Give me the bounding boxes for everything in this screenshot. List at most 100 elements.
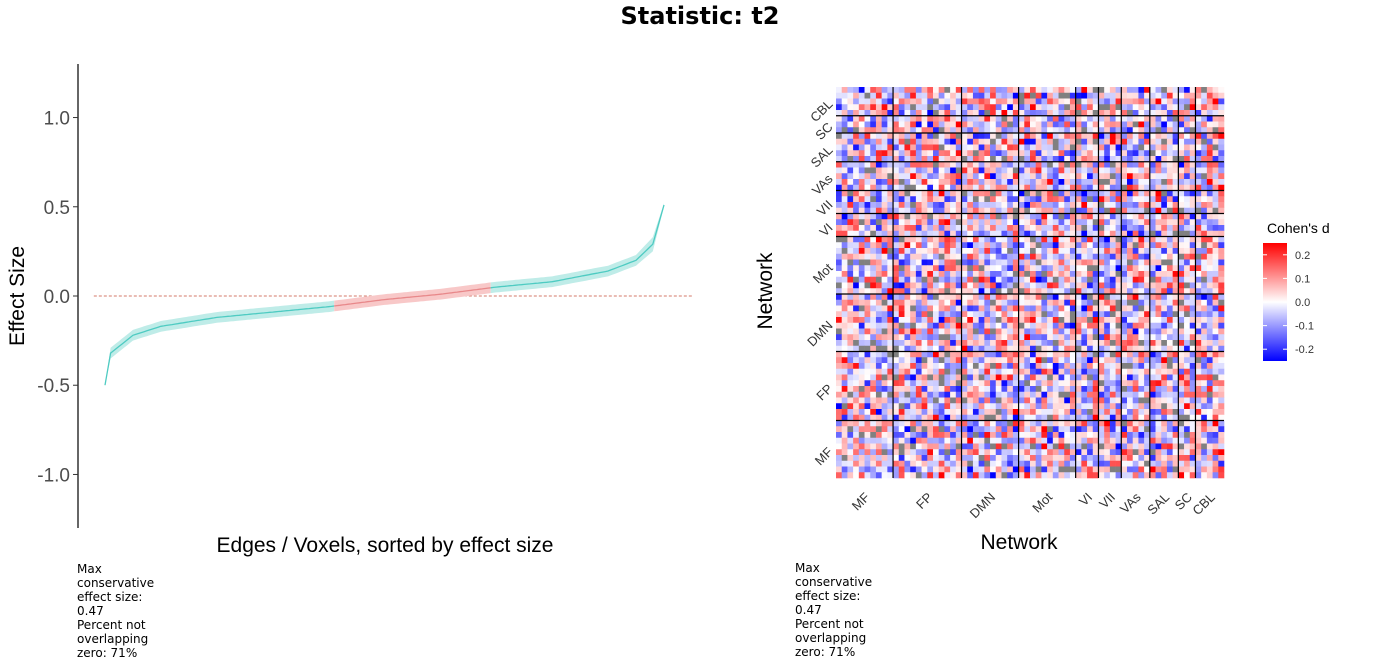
heatmap-cell xyxy=(1127,248,1134,255)
heatmap-cell xyxy=(955,271,962,278)
heatmap-cell xyxy=(921,420,928,427)
heatmap-cell xyxy=(955,87,962,94)
heatmap-cell xyxy=(881,104,888,111)
heatmap-cell xyxy=(1018,282,1025,289)
heatmap-cell xyxy=(1075,92,1082,99)
heatmap-cell xyxy=(1024,179,1031,186)
heatmap-cell xyxy=(1058,460,1065,467)
heatmap-cell xyxy=(870,207,877,214)
heatmap-cell xyxy=(990,248,997,255)
heatmap-cell xyxy=(1149,472,1156,479)
heatmap-cell xyxy=(864,98,871,105)
heatmap-cell xyxy=(955,253,962,260)
heatmap-cell xyxy=(950,328,957,335)
heatmap-cell xyxy=(870,437,877,444)
heatmap-cell xyxy=(1018,253,1025,260)
heatmap-cell xyxy=(898,133,905,140)
heatmap-cell xyxy=(1195,138,1202,145)
heatmap-cell xyxy=(1075,443,1082,450)
heatmap-cell xyxy=(904,426,911,433)
heatmap-cell xyxy=(1069,121,1076,128)
heatmap-cell xyxy=(990,115,997,122)
heatmap-cell xyxy=(1024,472,1031,479)
heatmap-cell xyxy=(1087,98,1094,105)
heatmap-cell xyxy=(893,196,900,203)
heatmap-cell xyxy=(1024,351,1031,358)
heatmap-cell xyxy=(881,156,888,163)
heatmap-cell xyxy=(1212,374,1219,381)
heatmap-cell xyxy=(1087,219,1094,226)
heatmap-cell xyxy=(887,225,894,232)
heatmap-cell xyxy=(1075,190,1082,197)
heatmap-cell xyxy=(944,391,951,398)
heatmap-cell xyxy=(1109,98,1116,105)
heatmap-cell xyxy=(1178,363,1185,370)
heatmap-cell xyxy=(927,282,934,289)
heatmap-cell xyxy=(898,345,905,352)
heatmap-cell xyxy=(915,305,922,312)
heatmap-cell xyxy=(933,437,940,444)
heatmap-cell xyxy=(950,432,957,439)
heatmap-cell xyxy=(1098,219,1105,226)
heatmap-cell xyxy=(1030,230,1037,237)
heatmap-cell xyxy=(1081,357,1088,364)
heatmap-cell xyxy=(898,104,905,111)
heatmap-cell xyxy=(1047,391,1054,398)
heatmap-cell xyxy=(1081,265,1088,272)
heatmap-cell xyxy=(1132,374,1139,381)
heatmap-cell xyxy=(1144,288,1151,295)
heatmap-cell xyxy=(1018,179,1025,186)
heatmap-cell xyxy=(1024,294,1031,301)
heatmap-cell xyxy=(1012,156,1019,163)
heatmap-cell xyxy=(1075,472,1082,479)
heatmap-cell xyxy=(1047,305,1054,312)
heatmap-cell xyxy=(1144,259,1151,266)
heatmap-cell xyxy=(990,87,997,94)
heatmap-cell xyxy=(1098,127,1105,134)
heatmap-cell xyxy=(1087,380,1094,387)
heatmap-cell xyxy=(1201,173,1208,180)
heatmap-cell xyxy=(972,230,979,237)
heatmap-cell xyxy=(915,363,922,370)
heatmap-cell xyxy=(1218,443,1225,450)
heatmap-cell xyxy=(1058,449,1065,456)
heatmap-cell xyxy=(1149,92,1156,99)
heatmap-cell xyxy=(910,288,917,295)
heatmap-cell xyxy=(938,391,945,398)
heatmap-cell xyxy=(1007,380,1014,387)
heatmap-cell xyxy=(847,317,854,324)
heatmap-cell xyxy=(1001,138,1008,145)
heatmap-cell xyxy=(1087,271,1094,278)
heatmap-cell xyxy=(1149,265,1156,272)
heatmap-cell xyxy=(1172,98,1179,105)
heatmap-cell xyxy=(1018,259,1025,266)
heatmap-cell xyxy=(955,455,962,462)
heatmap-cell xyxy=(904,271,911,278)
heatmap-cell xyxy=(984,207,991,214)
heatmap-cell xyxy=(1138,420,1145,427)
heatmap-cell xyxy=(1075,288,1082,295)
heatmap-cell xyxy=(1007,259,1014,266)
heatmap-y-axis-label: Network xyxy=(754,252,777,330)
heatmap-cell xyxy=(853,426,860,433)
heatmap-cell xyxy=(972,351,979,358)
heatmap-cell xyxy=(858,133,865,140)
heatmap-cell xyxy=(1018,190,1025,197)
heatmap-cell xyxy=(950,167,957,174)
heatmap-cell xyxy=(1024,374,1031,381)
heatmap-cell xyxy=(893,351,900,358)
heatmap-cell xyxy=(1081,196,1088,203)
heatmap-cell xyxy=(1195,248,1202,255)
heatmap-cell xyxy=(1058,236,1065,243)
heatmap-cell xyxy=(898,409,905,416)
heatmap-cell xyxy=(1189,104,1196,111)
heatmap-cell xyxy=(944,230,951,237)
heatmap-cell xyxy=(1092,340,1099,347)
heatmap-cell xyxy=(1012,397,1019,404)
heatmap-cell xyxy=(1069,196,1076,203)
heatmap-cell xyxy=(1206,288,1213,295)
heatmap-cell xyxy=(978,299,985,306)
heatmap-cell xyxy=(1149,173,1156,180)
heatmap-cell xyxy=(984,409,991,416)
heatmap-cell xyxy=(1030,449,1037,456)
